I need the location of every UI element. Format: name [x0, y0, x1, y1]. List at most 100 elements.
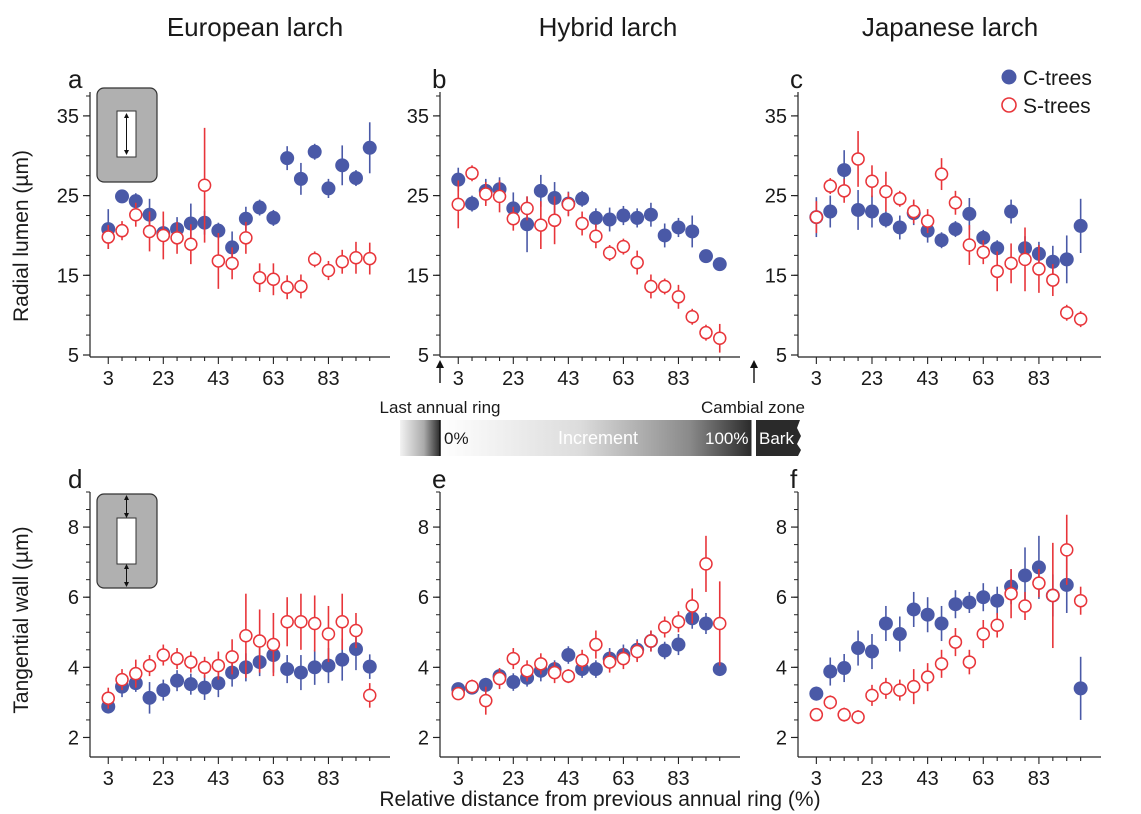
s-trees-point: [630, 255, 644, 270]
c-trees-point: [115, 189, 130, 204]
legend-label-s-trees: S-trees: [1023, 95, 1091, 118]
x-tick-label: 43: [917, 368, 939, 390]
s-trees-point: [321, 627, 336, 641]
c-trees-point: [156, 683, 171, 698]
s-trees-point: [561, 669, 576, 683]
c-trees-point: [533, 183, 548, 198]
column-title-european: European larch: [167, 12, 343, 42]
s-trees-point: [197, 660, 212, 675]
c-trees-point: [335, 652, 350, 667]
c-trees-point: [630, 210, 645, 225]
s-trees-point: [893, 683, 907, 697]
s-trees-point: [1018, 599, 1032, 613]
legend: C-trees S-trees: [1001, 67, 1092, 118]
s-trees-point: [225, 256, 239, 271]
s-trees-point: [879, 681, 893, 696]
s-trees-point: [156, 648, 171, 662]
s-trees-point: [142, 224, 157, 239]
s-trees-point: [630, 644, 644, 659]
c-trees-point: [1059, 252, 1074, 267]
c-trees-point: [976, 230, 991, 245]
s-trees-point: [934, 167, 949, 181]
s-trees-point: [266, 272, 281, 287]
x-tick-label: 3: [811, 368, 822, 390]
s-trees-point: [699, 325, 713, 340]
x-tick-label: 83: [317, 368, 339, 390]
y-axis-label-radial-lumen: Radial lumen (µm): [10, 150, 33, 322]
y-tick-label: 4: [68, 657, 79, 679]
s-trees-point: [809, 210, 824, 224]
s-trees-point: [906, 204, 921, 219]
s-trees-point: [893, 192, 907, 206]
schematic-mid-label: Increment: [558, 428, 638, 448]
c-trees-point: [506, 675, 521, 690]
s-trees-point: [865, 688, 879, 703]
s-trees-point: [962, 238, 977, 252]
x-tick-label: 3: [453, 768, 464, 790]
c-trees-point: [321, 181, 336, 196]
c-trees-point: [990, 593, 1005, 608]
s-trees-point: [252, 634, 267, 648]
x-tick-label: 63: [972, 368, 994, 390]
y-tick-label: 15: [57, 265, 79, 287]
s-trees-point: [837, 184, 851, 198]
panel-letter-c: c: [790, 64, 803, 94]
c-trees-point: [293, 171, 308, 186]
s-trees-point: [990, 618, 1004, 633]
c-trees-point: [823, 664, 838, 679]
panel-letter-f: f: [790, 464, 798, 494]
s-trees-point: [823, 179, 838, 193]
c-trees-point: [1045, 254, 1060, 269]
s-trees-point: [335, 614, 349, 629]
s-trees-point: [644, 279, 658, 294]
c-trees-point: [920, 607, 935, 622]
s-trees-point: [575, 216, 589, 231]
x-tick-label: 23: [152, 768, 174, 790]
s-trees-point: [1059, 306, 1074, 320]
x-tick-label: 63: [612, 768, 634, 790]
c-trees-point: [465, 196, 480, 211]
c-trees-point: [451, 172, 466, 187]
c-trees-point: [1073, 218, 1088, 233]
c-trees-point: [809, 686, 824, 701]
s-trees-point: [948, 196, 963, 210]
s-trees-point: [362, 688, 377, 703]
x-tick-label: 83: [1028, 368, 1050, 390]
y-tick-label: 5: [418, 345, 429, 367]
c-trees-point: [128, 194, 143, 209]
s-trees-point: [362, 251, 377, 266]
s-trees-point: [252, 270, 267, 285]
s-trees-point: [239, 231, 253, 245]
s-trees-point: [492, 671, 507, 686]
s-trees-point: [520, 664, 534, 678]
x-tick-label: 23: [861, 368, 883, 390]
s-trees-point: [1032, 576, 1046, 590]
c-trees-point: [934, 233, 949, 248]
s-trees-point: [266, 637, 281, 652]
c-trees-point: [698, 616, 713, 631]
s-trees-point: [685, 599, 699, 613]
s-trees-point: [451, 197, 466, 212]
panel-letter-d: d: [68, 464, 82, 494]
s-trees-point: [479, 693, 493, 708]
s-trees-point: [129, 207, 143, 222]
x-tick-label: 63: [262, 368, 284, 390]
s-trees-point: [211, 254, 226, 268]
s-trees-point: [934, 657, 949, 671]
legend-label-c-trees: C-trees: [1023, 67, 1092, 90]
c-trees-point: [643, 207, 658, 222]
c-trees-point: [948, 597, 963, 612]
y-tick-label: 25: [57, 186, 79, 208]
bark-band: [756, 420, 801, 456]
x-tick-label: 43: [207, 768, 229, 790]
s-trees-point: [211, 658, 226, 673]
schematic-right-label: Cambial zone: [701, 398, 805, 417]
c-trees-point: [851, 641, 866, 656]
s-trees-point: [534, 657, 548, 671]
previous-ring-band: [400, 420, 440, 456]
c-trees-point: [837, 163, 852, 178]
s-trees-point: [520, 201, 534, 216]
s-trees-point: [616, 651, 631, 666]
s-trees-point: [1073, 593, 1088, 608]
s-trees-point: [990, 264, 1004, 279]
